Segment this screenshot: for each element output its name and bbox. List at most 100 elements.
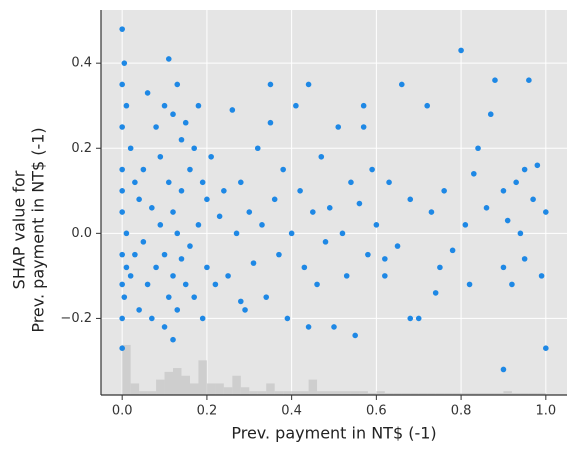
point <box>407 315 414 322</box>
histogram-bar <box>240 387 250 395</box>
point <box>123 264 130 271</box>
x-tick-label: 0.0 <box>112 404 133 419</box>
point <box>382 256 388 262</box>
point <box>331 324 337 330</box>
point <box>301 264 308 271</box>
point <box>267 119 274 126</box>
point <box>119 345 125 352</box>
point <box>140 239 147 245</box>
point <box>428 209 435 215</box>
point <box>263 294 270 300</box>
x-tick-label: 0.2 <box>197 404 218 419</box>
point <box>233 230 240 237</box>
point <box>543 345 549 352</box>
histogram-bar <box>376 391 385 395</box>
point <box>250 260 257 266</box>
point <box>382 273 388 279</box>
point <box>119 188 125 194</box>
histogram-bar <box>189 383 199 395</box>
point <box>424 102 431 109</box>
point <box>174 307 181 313</box>
point <box>259 222 265 228</box>
point <box>343 273 350 279</box>
point <box>284 315 291 322</box>
point <box>187 166 193 173</box>
point <box>153 264 159 271</box>
point <box>191 145 197 152</box>
histogram-bar <box>164 371 174 395</box>
point <box>195 222 202 228</box>
point <box>119 26 125 32</box>
point <box>348 179 354 186</box>
point <box>157 153 164 160</box>
point <box>182 119 189 126</box>
point <box>221 188 227 194</box>
histogram-bar <box>291 391 301 395</box>
point <box>441 188 447 194</box>
point <box>500 188 507 194</box>
histogram-bar <box>325 391 334 395</box>
point <box>165 56 172 62</box>
point <box>305 324 312 330</box>
point <box>352 332 358 339</box>
point <box>534 162 541 169</box>
point <box>475 145 481 152</box>
point <box>161 251 168 258</box>
histogram-bar <box>359 391 368 395</box>
point <box>365 251 371 258</box>
point <box>398 81 405 88</box>
point <box>487 111 494 118</box>
point <box>339 230 346 237</box>
point <box>293 102 299 109</box>
point <box>500 366 507 373</box>
histogram-bar <box>461 393 470 395</box>
histogram-bar <box>257 391 267 395</box>
point <box>123 102 130 109</box>
point <box>432 290 439 296</box>
point <box>394 243 401 249</box>
histogram-bar <box>537 393 546 395</box>
y-axis-label: Prev. payment in NT$ (-1) <box>29 127 48 332</box>
histogram-bar <box>215 383 224 395</box>
point <box>513 179 519 186</box>
point <box>483 205 490 211</box>
histogram-bar <box>266 383 275 395</box>
histogram-bar <box>206 383 216 395</box>
point <box>466 281 473 288</box>
histogram-bar <box>418 393 428 395</box>
histogram-bar <box>122 344 131 395</box>
y-tick-label: 0.0 <box>71 226 92 241</box>
x-tick-label: 1.0 <box>535 404 556 419</box>
point <box>127 145 134 152</box>
histogram-bar <box>350 391 360 395</box>
point <box>136 196 142 203</box>
histogram-bar <box>511 393 521 395</box>
point <box>229 107 236 113</box>
point <box>149 315 155 322</box>
point <box>415 315 422 322</box>
point <box>310 209 316 215</box>
histogram-bar <box>528 393 538 395</box>
point <box>326 205 333 211</box>
point <box>144 281 151 288</box>
histogram-bar <box>410 393 419 395</box>
histogram-bar <box>130 383 140 395</box>
point <box>521 166 528 173</box>
point <box>238 179 244 186</box>
point <box>530 196 536 203</box>
y-tick-label: 0.4 <box>71 56 92 71</box>
point <box>271 196 278 203</box>
point <box>132 179 138 186</box>
y-tick-label: −0.2 <box>60 311 92 326</box>
point <box>153 124 159 130</box>
histogram-bar <box>393 393 402 395</box>
point <box>449 247 456 254</box>
point <box>543 209 549 215</box>
histogram-bar <box>300 391 309 395</box>
point <box>238 298 244 305</box>
point <box>517 230 524 237</box>
histogram-bar <box>308 379 318 395</box>
point <box>360 124 367 130</box>
x-tick-label: 0.4 <box>281 404 302 419</box>
histogram-bar <box>283 391 292 395</box>
